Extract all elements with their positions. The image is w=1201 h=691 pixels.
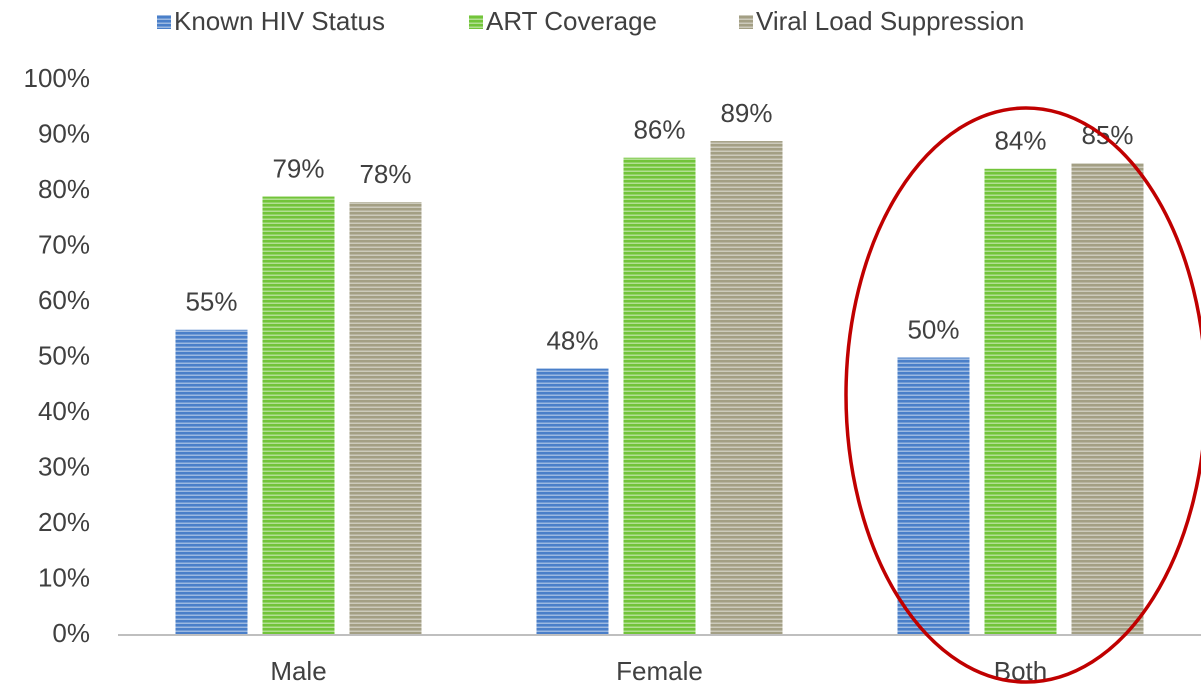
data-label: 86%: [633, 115, 685, 145]
y-tick-label: 70%: [38, 229, 90, 259]
legend-label: Known HIV Status: [174, 6, 385, 36]
data-label: 78%: [359, 159, 411, 189]
x-tick-label: Female: [616, 656, 703, 686]
bar: [623, 157, 696, 635]
bar: [897, 357, 970, 635]
bar: [1071, 163, 1144, 635]
data-label: 48%: [546, 325, 598, 355]
highlight-ellipse: [844, 106, 1201, 684]
data-label: 55%: [185, 287, 237, 317]
data-label: 89%: [720, 98, 772, 128]
legend-swatch: [469, 15, 483, 29]
y-tick-label: 0%: [52, 618, 90, 648]
y-tick-label: 90%: [38, 118, 90, 148]
y-tick-label: 100%: [24, 63, 91, 93]
legend-swatch: [157, 15, 171, 29]
y-tick-label: 20%: [38, 507, 90, 537]
plot-area: 0% 10% 20% 30% 40% 50% 60% 70% 80% 90% 100% Male 55%…: [24, 6, 1201, 686]
y-tick-label: 30%: [38, 451, 90, 481]
data-label: 84%: [994, 126, 1046, 156]
bar: [262, 196, 335, 636]
y-tick-label: 60%: [38, 285, 90, 315]
y-tick-label: 80%: [38, 174, 90, 204]
legend-label: ART Coverage: [486, 6, 657, 36]
x-tick-label: Male: [270, 656, 326, 686]
data-label: 50%: [907, 314, 959, 344]
bar: [984, 168, 1057, 636]
legend-swatch: [739, 15, 753, 29]
legend-label: Viral Load Suppression: [756, 6, 1024, 36]
y-tick-label: 50%: [38, 340, 90, 370]
data-label: 79%: [272, 153, 324, 183]
y-tick-label: 40%: [38, 396, 90, 426]
bar: [536, 368, 609, 635]
y-tick-label: 10%: [38, 562, 90, 592]
bar: [175, 329, 248, 635]
bar: [710, 141, 783, 636]
bar: [349, 202, 422, 635]
